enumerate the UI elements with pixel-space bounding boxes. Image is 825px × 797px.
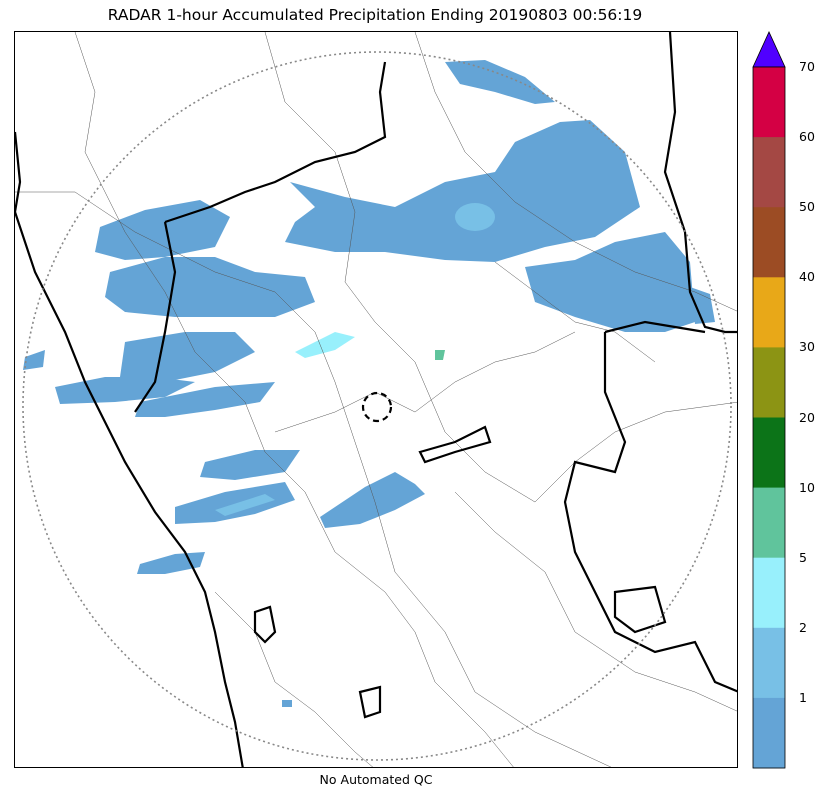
colorbar-tick-label: 30	[799, 339, 815, 355]
precip-patch-band	[215, 494, 275, 516]
colorbar-band	[753, 277, 785, 348]
precip-area-south-2	[175, 482, 295, 524]
colorbar-tick-label: 40	[799, 269, 815, 285]
precipitation-layer	[23, 60, 715, 707]
enclave-2	[358, 685, 382, 719]
colorbar-band	[753, 67, 785, 138]
precip-area-southern-dot	[282, 700, 292, 707]
colorbar-tick-label: 50	[799, 199, 815, 215]
state-line-east-2	[604, 320, 706, 334]
colorbar-overflow-triangle	[752, 31, 786, 68]
precip-patch-cyan	[295, 332, 355, 358]
colorbar-band	[753, 347, 785, 418]
map-title: RADAR 1-hour Accumulated Precipitation E…	[107, 6, 643, 24]
colorbar-band	[753, 207, 785, 278]
precip-area-west-2	[105, 257, 315, 317]
state-line-north	[164, 61, 387, 224]
qc-note: No Automated QC	[319, 772, 433, 787]
coastline	[15, 131, 244, 767]
colorbar-tick-label: 5	[799, 549, 807, 565]
precip-patch-green	[435, 350, 445, 360]
colorbar-band	[753, 627, 785, 699]
precip-area-north-east	[285, 120, 640, 262]
state-line-east	[663, 32, 737, 334]
colorbar-tick-label: 10	[799, 479, 815, 495]
colorbar-bands	[753, 67, 785, 769]
precip-area-south-center	[320, 472, 425, 528]
enclave-1	[253, 605, 277, 644]
colorbar	[752, 31, 786, 769]
precip-area-south-1	[200, 450, 300, 480]
colorbar-tick-label: 70	[799, 59, 815, 74]
colorbar-tick-label: 1	[799, 689, 807, 705]
colorbar-tick-label: 20	[799, 409, 815, 425]
precip-area-east-small	[690, 287, 715, 324]
precip-patch-ne	[455, 203, 495, 231]
precipitation-medium	[215, 203, 495, 516]
colorbar-band	[753, 487, 785, 559]
colorbar-band	[753, 417, 785, 489]
precip-area-east	[525, 232, 695, 332]
enclave-3	[613, 585, 667, 634]
precip-area-west-3	[120, 332, 255, 382]
state-line-loop	[418, 425, 492, 464]
precip-area-far-west	[23, 350, 45, 370]
precip-area-west-5	[135, 382, 275, 417]
state-boundaries	[15, 32, 737, 767]
district-boundaries	[15, 32, 737, 767]
colorbar-tick-label: 60	[799, 129, 815, 145]
map-canvas	[15, 32, 737, 767]
state-line-west	[134, 221, 177, 413]
precip-area-west-1	[95, 200, 230, 260]
state-line-south-east	[563, 332, 737, 693]
colorbar-band	[753, 137, 785, 208]
colorbar-tick-label: 2	[799, 619, 807, 635]
radar-map[interactable]	[14, 31, 738, 768]
precip-area-north-strip	[445, 60, 555, 104]
range-ring	[22, 51, 732, 761]
colorbar-band	[753, 697, 785, 769]
radar-site-marker	[361, 391, 393, 423]
precip-area-west-4	[55, 377, 195, 404]
colorbar-band	[753, 557, 785, 629]
